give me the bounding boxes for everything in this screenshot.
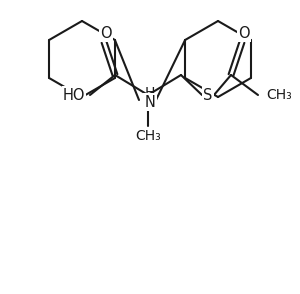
Text: CH₃: CH₃ [135, 129, 161, 143]
Text: S: S [203, 88, 213, 103]
Text: CH₃: CH₃ [266, 88, 292, 102]
Text: HO: HO [63, 88, 85, 103]
Text: O: O [100, 26, 112, 41]
Text: N: N [145, 94, 155, 109]
Text: H: H [145, 86, 155, 100]
Text: O: O [238, 26, 250, 41]
